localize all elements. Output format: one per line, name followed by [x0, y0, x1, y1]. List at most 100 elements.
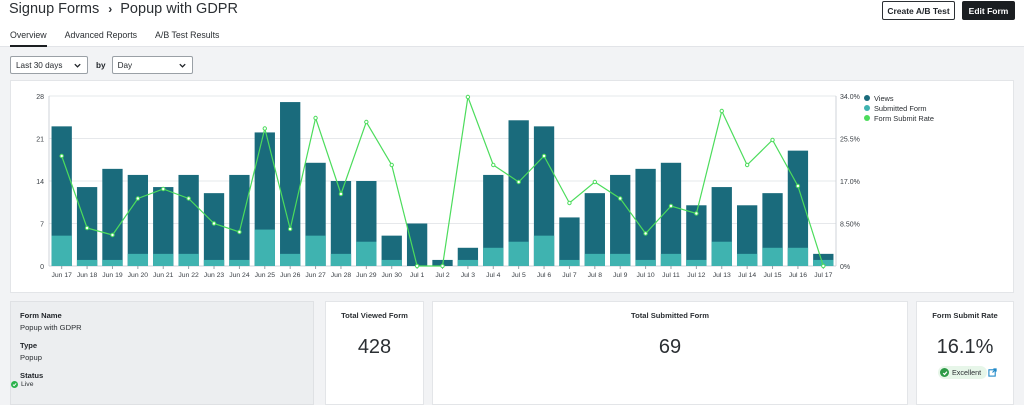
x-tick-label: Jul 16	[789, 272, 807, 279]
bar-submitted	[330, 253, 352, 266]
date-range-value: Last 30 days	[16, 60, 63, 70]
y-tick-label: 28	[36, 94, 44, 101]
x-tick-label: Jun 28	[331, 272, 352, 279]
bar-submitted	[254, 229, 275, 266]
legend-label: Form Submit Rate	[874, 113, 934, 123]
chevron-down-icon	[178, 61, 187, 70]
total-viewed-card: Total Viewed Form 428	[325, 301, 424, 405]
y-tick-label: 7	[40, 222, 44, 229]
submit-rate-point	[389, 162, 394, 168]
submit-rate-point	[719, 108, 724, 114]
bar-views	[584, 193, 605, 266]
x-tick-label: Jun 18	[77, 272, 98, 279]
bar-submitted	[76, 259, 98, 266]
create-ab-test-button[interactable]: Create A/B Test	[882, 1, 955, 20]
bar-views	[127, 174, 149, 266]
x-tick-label: Jul 8	[588, 272, 603, 279]
bar-views	[381, 235, 402, 266]
bar-submitted	[584, 253, 605, 266]
bar-views	[153, 187, 174, 266]
bar-views	[229, 174, 250, 266]
breadcrumb: Signup Forms › Popup with GDPR	[9, 1, 238, 17]
x-tick-label: Jun 25	[255, 272, 276, 279]
submit-rate-point	[287, 226, 293, 232]
bar-views	[559, 217, 580, 266]
bar-views	[762, 193, 783, 266]
tab-overview[interactable]: Overview	[10, 26, 47, 47]
legend-dot	[864, 115, 870, 121]
total-submitted-title: Total Submitted Form	[631, 311, 709, 320]
x-tick-label: Jun 17	[51, 272, 72, 279]
x-tick-label: Jul 17	[814, 272, 832, 279]
chart-filters: Last 30 days by Day	[10, 56, 193, 74]
x-tick-label: Jul 14	[738, 272, 756, 279]
x-tick-label: Jul 4	[486, 272, 501, 279]
bar-views	[102, 168, 123, 266]
bar-views	[483, 174, 504, 266]
external-link-icon[interactable]	[988, 368, 997, 377]
bar-submitted	[178, 253, 199, 266]
bar-submitted	[686, 259, 707, 266]
submit-rate-point	[440, 263, 445, 269]
group-by-value: Day	[117, 60, 133, 70]
excellent-label: Excellent	[952, 368, 982, 377]
breadcrumb-parent-link[interactable]: Signup Forms	[9, 1, 100, 17]
bar-views	[203, 193, 225, 266]
submit-rate-point	[694, 211, 699, 216]
submit-rate-card: Form Submit Rate 16.1%	[916, 301, 1014, 405]
bar-submitted	[229, 259, 250, 266]
x-tick-label: Jul 13	[713, 272, 731, 279]
bar-views	[686, 205, 707, 266]
group-by-select[interactable]: Day	[111, 56, 193, 74]
bar-submitted	[559, 259, 580, 266]
tab-ab-test-results[interactable]: A/B Test Results	[155, 30, 220, 40]
bar-submitted	[381, 259, 402, 266]
total-submitted-card: Total Submitted Form 69	[432, 301, 908, 405]
submit-rate-point	[211, 221, 217, 226]
submit-rate-point	[795, 183, 801, 189]
bar-submitted	[508, 241, 529, 266]
bar-submitted	[635, 259, 656, 266]
edit-form-button[interactable]: Edit Form	[962, 1, 1015, 20]
y2-tick-label: 25.5%	[840, 137, 860, 144]
submit-rate-point	[135, 196, 141, 201]
bar-submitted	[280, 253, 301, 266]
bar-submitted	[153, 253, 174, 266]
submit-rate-point	[668, 203, 674, 209]
bar-submitted	[736, 253, 758, 266]
live-status-icon	[11, 381, 18, 388]
page-header: Signup Forms › Popup with GDPR Create A/…	[0, 0, 1024, 47]
y2-tick-label: 34.0%	[840, 94, 860, 101]
bar-submitted	[51, 235, 72, 266]
date-range-select[interactable]: Last 30 days	[10, 56, 88, 74]
breadcrumb-separator: ›	[108, 2, 113, 16]
submit-rate-point	[237, 229, 242, 235]
x-tick-label: Jun 24	[229, 272, 250, 279]
y-tick-label: 14	[36, 179, 44, 186]
submit-rate-value: 16.1%	[936, 336, 994, 358]
bar-views	[280, 102, 301, 266]
legend-item-submitted[interactable]: Submitted Form	[864, 103, 934, 113]
bar-views	[635, 168, 656, 266]
bar-views	[736, 205, 758, 266]
legend-label: Submitted Form	[874, 103, 927, 113]
bar-views	[406, 223, 428, 266]
x-tick-label: Jul 6	[537, 272, 552, 279]
x-tick-label: Jun 20	[128, 272, 149, 279]
submit-rate-point	[110, 232, 115, 238]
submit-rate-point	[161, 186, 166, 192]
by-label: by	[96, 60, 106, 70]
bar-views	[330, 181, 352, 266]
tab-advanced-reports[interactable]: Advanced Reports	[64, 30, 138, 40]
x-tick-label: Jul 9	[613, 272, 628, 279]
y-tick-label: 0	[40, 264, 44, 271]
total-viewed-title: Total Viewed Form	[341, 311, 408, 320]
x-tick-label: Jul 11	[662, 272, 680, 279]
x-tick-label: Jun 23	[204, 272, 225, 279]
legend-item-views[interactable]: Views	[864, 93, 934, 103]
submit-rate-point	[567, 200, 572, 206]
submit-rate-point	[592, 179, 598, 185]
legend-item-submit-rate[interactable]: Form Submit Rate	[864, 113, 934, 123]
signup-chart-card: 0 7 14 21 28 0% 8.50% 17.0% 25.5% 34.0% Jun 17 Jun …	[10, 80, 1014, 293]
x-tick-label: Jun 22	[178, 272, 199, 279]
